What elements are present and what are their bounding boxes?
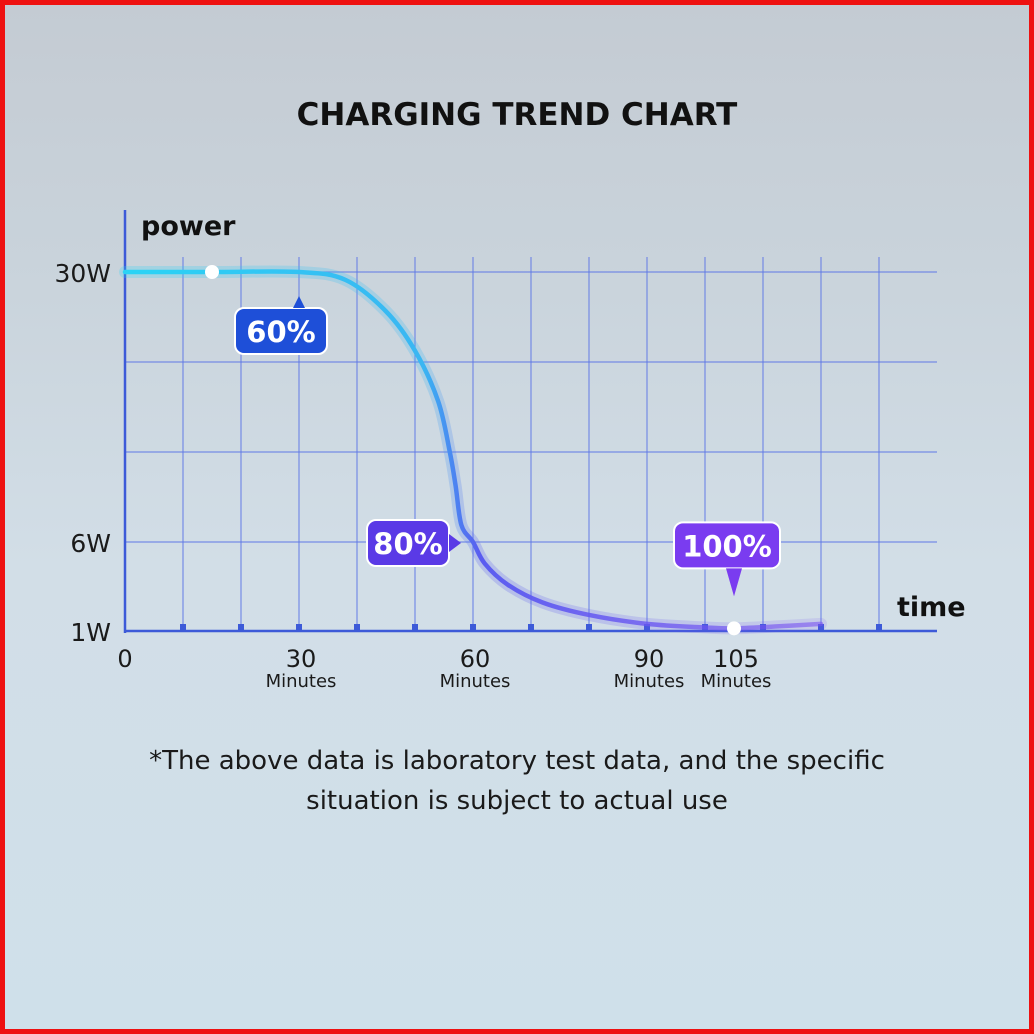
x-tick-label: 0 (117, 645, 132, 673)
y-tick-label: 30W (54, 259, 111, 288)
x-axis-tick-mark (470, 624, 476, 631)
charging-curve-line (122, 269, 824, 631)
x-tick-unit: Minutes (440, 671, 511, 692)
x-axis-tick-mark (354, 624, 360, 631)
x-tick-label: 105 (713, 645, 759, 673)
y-tick-label: 1W (70, 618, 111, 647)
annotation-label: 60% (246, 315, 315, 349)
y-axis-label: power (141, 211, 236, 242)
x-axis-tick-mark (412, 624, 418, 631)
annotation-badge-60: 60% (234, 296, 328, 355)
x-tick-label: 90 (634, 645, 665, 673)
chart-title: CHARGING TREND CHART (296, 97, 738, 133)
footnote-line-2: situation is subject to actual use (306, 786, 728, 816)
x-tick-unit: Minutes (701, 671, 772, 692)
footnote-line-1: *The above data is laboratory test data,… (149, 746, 885, 776)
annotation-badge-100: 100% (673, 521, 781, 597)
annotation-badge-80: 80% (366, 519, 461, 567)
x-tick-unit: Minutes (266, 671, 337, 692)
x-tick-unit: Minutes (614, 671, 685, 692)
x-axis-tick-mark (876, 624, 882, 631)
x-axis-tick-mark (296, 624, 302, 631)
y-tick-label: 6W (70, 529, 111, 558)
x-axis-tick-mark (528, 624, 534, 631)
x-axis-tick-mark (180, 624, 186, 631)
annotation-label: 80% (373, 527, 442, 561)
curve-marker-point (205, 265, 219, 279)
x-tick-label: 30 (286, 645, 317, 673)
curve-marker-point (727, 621, 741, 636)
x-axis-label: time (897, 592, 966, 623)
x-axis-tick-mark (238, 624, 244, 631)
annotation-label: 100% (682, 529, 772, 563)
footnote: *The above data is laboratory test data,… (5, 741, 1029, 821)
x-tick-label: 60 (460, 645, 491, 673)
x-axis-tick-mark (586, 624, 592, 631)
